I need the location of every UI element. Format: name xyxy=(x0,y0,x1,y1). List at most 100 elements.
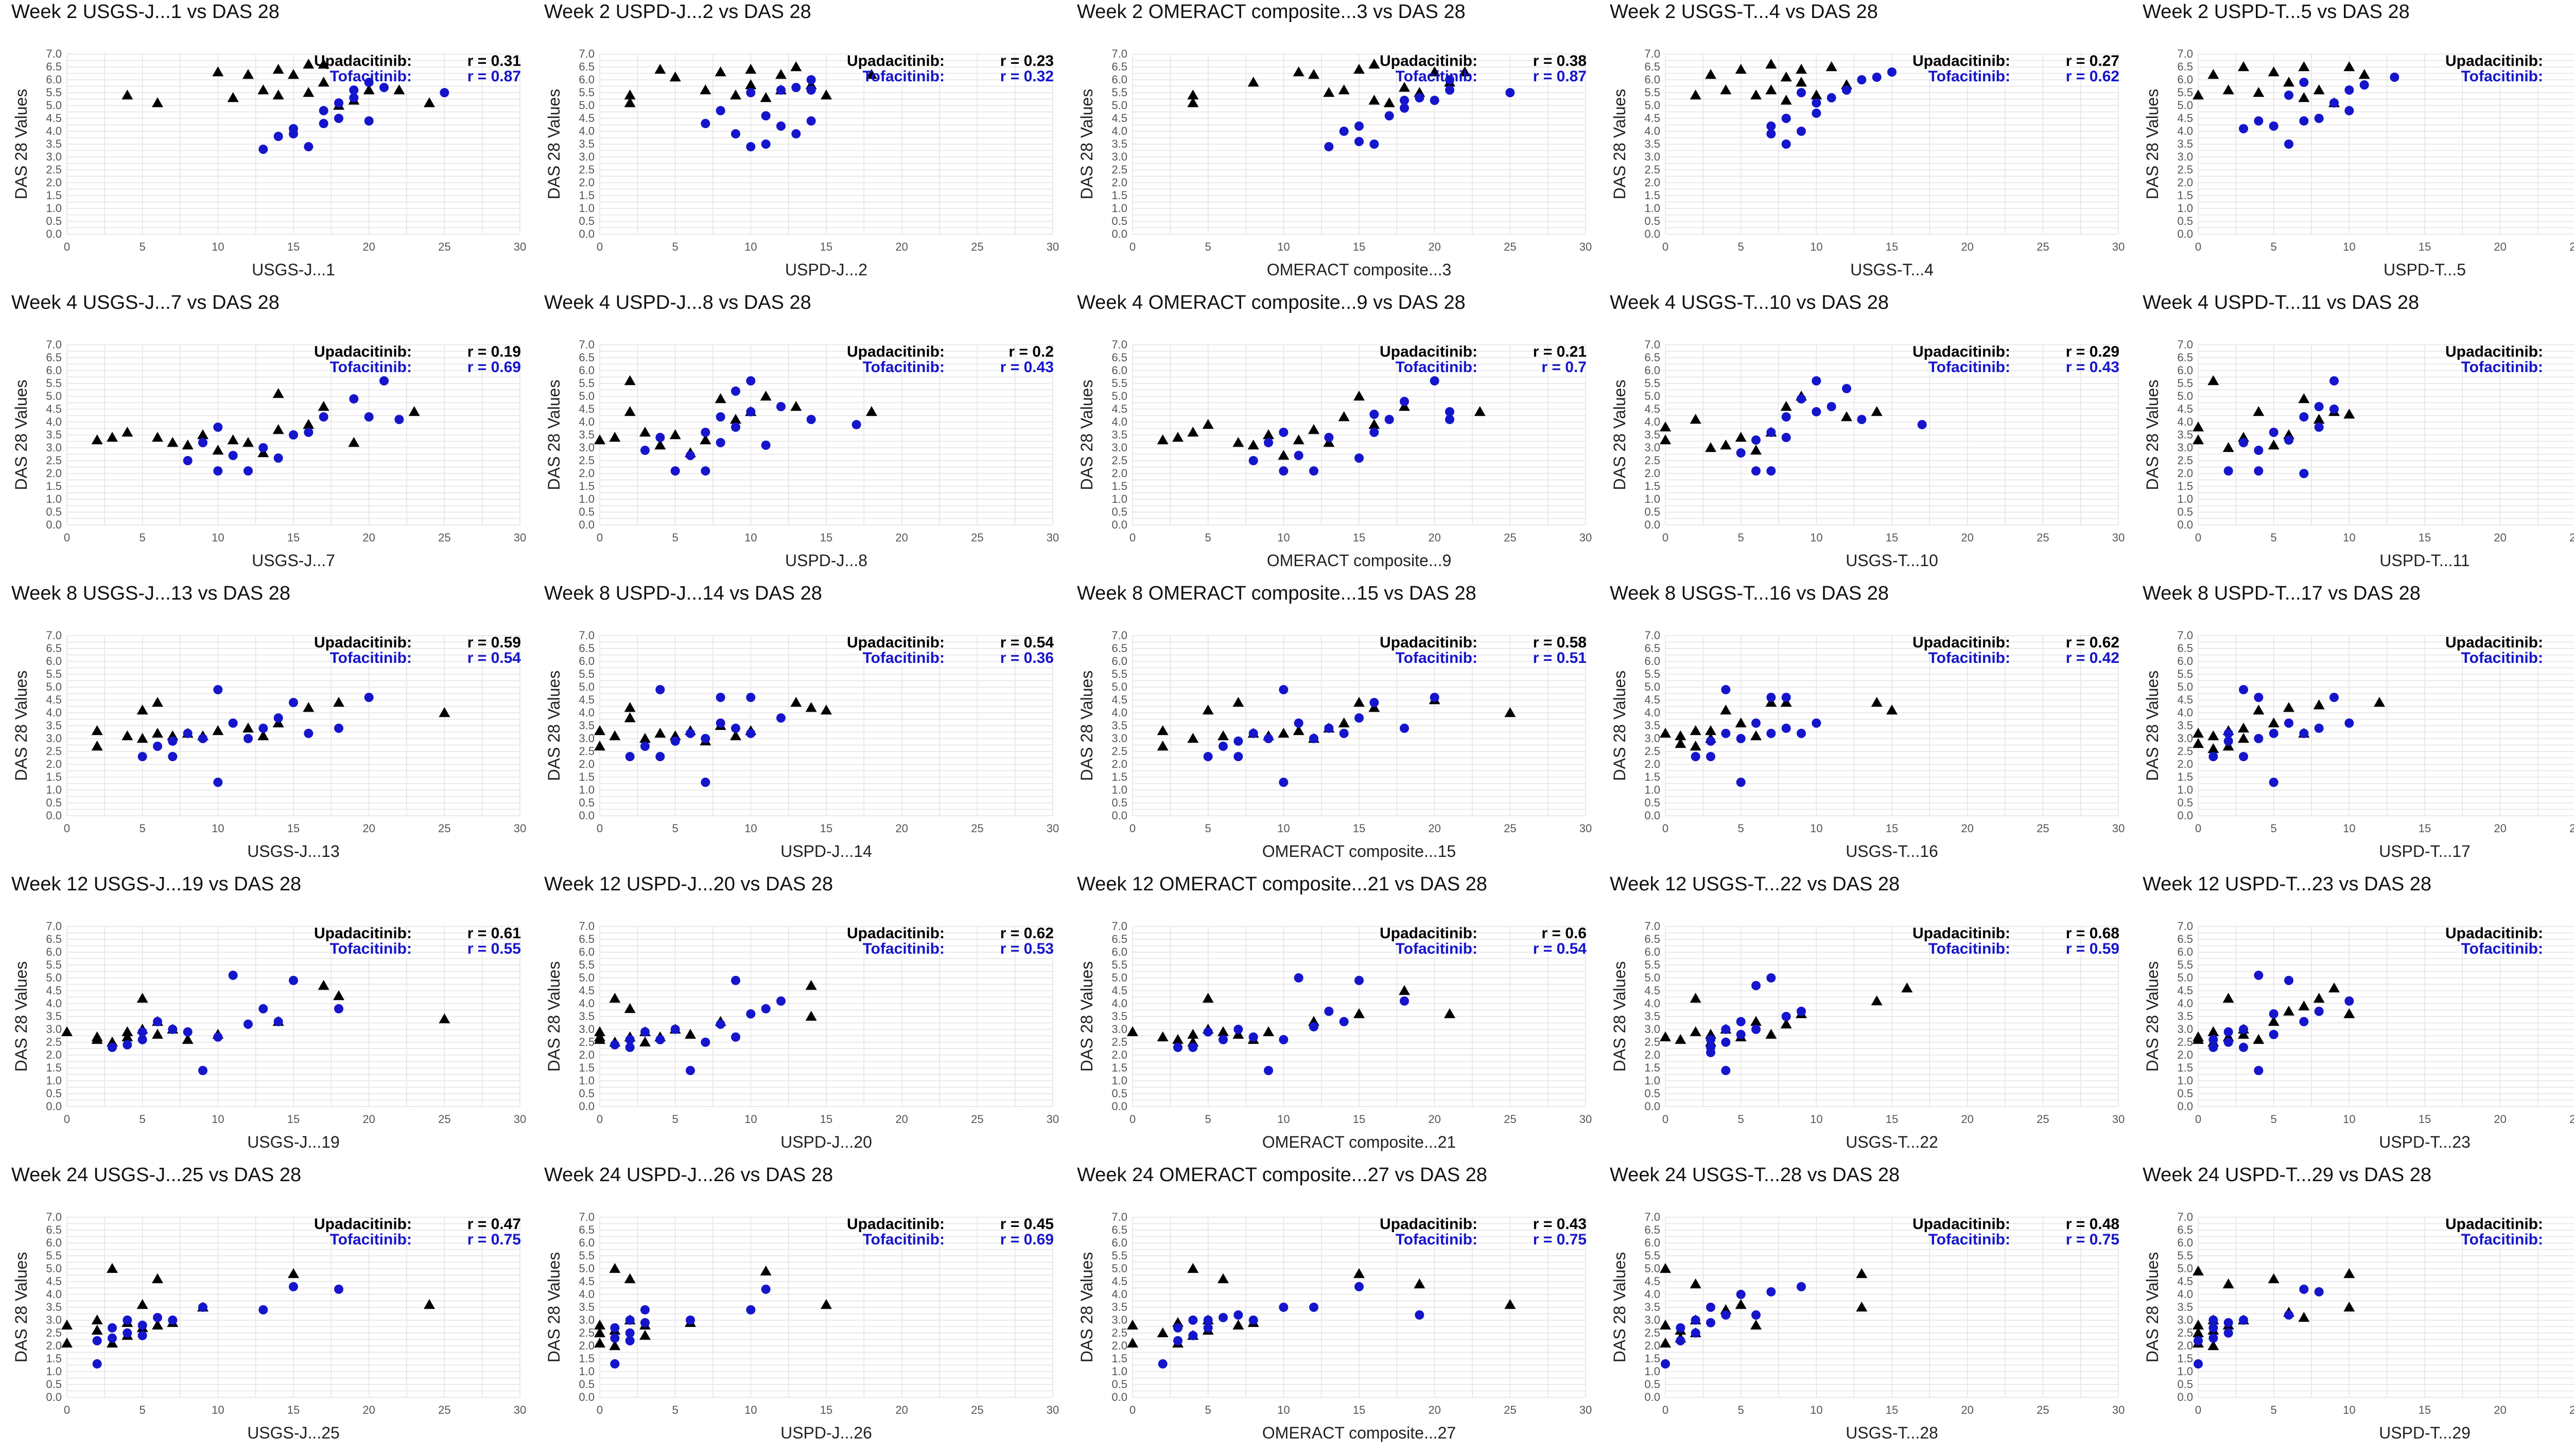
annotation-series-name: Tofacitinib: xyxy=(1928,1231,2010,1248)
tofacitinib-point xyxy=(2239,1315,2248,1325)
upadacitinib-point xyxy=(1247,440,1259,450)
x-tick-label: 10 xyxy=(1810,1113,1822,1126)
y-tick-label: 6.5 xyxy=(2177,933,2193,945)
x-tick-label: 0 xyxy=(2195,531,2201,544)
tofacitinib-point xyxy=(1203,1315,1213,1325)
upadacitinib-point xyxy=(121,730,133,741)
upadacitinib-point xyxy=(654,64,666,74)
y-tick-label: 6.0 xyxy=(2177,364,2193,377)
upadacitinib-point xyxy=(1735,717,1747,728)
tofacitinib-point xyxy=(2299,469,2309,478)
y-axis-label: DAS 28 Values xyxy=(1610,961,1629,1072)
tofacitinib-point xyxy=(1384,111,1394,120)
tofacitinib-point xyxy=(1706,1318,1715,1327)
y-tick-label: 0.0 xyxy=(1644,809,1660,822)
tofacitinib-point xyxy=(1339,729,1349,738)
tofacitinib-point xyxy=(304,142,314,151)
upadacitinib-point xyxy=(1750,445,1762,455)
tofacitinib-point xyxy=(2239,685,2248,694)
upadacitinib-point xyxy=(594,1034,605,1044)
y-tick-label: 1.5 xyxy=(46,1061,62,1074)
upadacitinib-point xyxy=(242,723,254,733)
annotation-r-value: r = 0.54 xyxy=(1000,634,1054,651)
upadacitinib-point xyxy=(790,697,802,707)
y-tick-label: 0.5 xyxy=(1111,215,1127,227)
tofacitinib-point xyxy=(1354,976,1364,985)
y-tick-label: 5.5 xyxy=(2177,668,2193,680)
upadacitinib-point xyxy=(212,66,224,77)
annotation-series-name: Upadacitinib: xyxy=(1912,343,2010,360)
x-tick-label: 30 xyxy=(1047,240,1059,253)
y-tick-label: 7.0 xyxy=(579,920,595,933)
annotation-series-name: Upadacitinib: xyxy=(1380,634,1477,651)
upadacitinib-point xyxy=(1202,705,1214,715)
tofacitinib-point xyxy=(1706,1048,1715,1057)
upadacitinib-point xyxy=(2343,1008,2355,1019)
x-tick-label: 10 xyxy=(212,1404,224,1416)
y-axis-label: DAS 28 Values xyxy=(2143,380,2162,490)
tofacitinib-point xyxy=(1781,412,1791,422)
x-tick-label: 5 xyxy=(672,822,679,835)
tofacitinib-point xyxy=(1721,1066,1731,1075)
tofacitinib-point xyxy=(1812,98,1821,108)
tofacitinib-point xyxy=(716,412,725,422)
tofacitinib-point xyxy=(273,453,283,463)
tofacitinib-point xyxy=(183,1027,193,1037)
x-tick-label: 25 xyxy=(1504,1404,1516,1416)
x-tick-label: 30 xyxy=(2112,531,2125,544)
y-tick-label: 3.5 xyxy=(2177,428,2193,441)
x-tick-label: 10 xyxy=(1277,822,1290,835)
y-tick-label: 0.5 xyxy=(579,1087,595,1100)
tofacitinib-point xyxy=(213,1032,223,1042)
chart-title: Week 12 USPD-J...20 vs DAS 28 xyxy=(544,873,833,895)
tofacitinib-point xyxy=(610,1334,620,1343)
annotation-series-name: Upadacitinib: xyxy=(1380,343,1477,360)
x-axis-label: USPD-T...11 xyxy=(2379,551,2469,570)
upadacitinib-point xyxy=(1202,993,1214,1003)
upadacitinib-point xyxy=(821,90,832,100)
annotation-series-name: Upadacitinib: xyxy=(2445,1216,2543,1233)
tofacitinib-point xyxy=(1721,1025,1731,1034)
x-tick-label: 15 xyxy=(1886,1404,1898,1416)
x-tick-label: 30 xyxy=(514,240,526,253)
y-axis-label: DAS 28 Values xyxy=(1610,380,1629,490)
tofacitinib-point xyxy=(2269,1009,2279,1019)
upadacitinib-point xyxy=(288,69,299,79)
y-tick-label: 7.0 xyxy=(579,338,595,351)
y-tick-label: 3.0 xyxy=(2177,732,2193,745)
y-tick-label: 0.5 xyxy=(1644,505,1660,518)
y-tick-label: 4.5 xyxy=(1111,693,1127,706)
tofacitinib-point xyxy=(1797,1282,1806,1291)
tofacitinib-point xyxy=(2208,1035,2218,1044)
chart-title: Week 4 USGS-T...10 vs DAS 28 xyxy=(1610,292,1889,313)
chart-panel: Week 24 USPD-T...29 vs DAS 28 0.0 0.5 1.0 1.… xyxy=(2131,1163,2574,1454)
y-tick-label: 6.0 xyxy=(1644,1236,1660,1249)
tofacitinib-point xyxy=(1188,1331,1198,1340)
y-tick-label: 5.5 xyxy=(579,958,595,971)
x-tick-label: 15 xyxy=(820,1113,832,1126)
y-tick-label: 7.0 xyxy=(1644,47,1660,60)
y-tick-label: 2.0 xyxy=(579,1048,595,1061)
y-tick-label: 2.0 xyxy=(1111,758,1127,770)
y-tick-label: 6.5 xyxy=(1644,642,1660,655)
upadacitinib-point xyxy=(1504,1299,1516,1309)
y-tick-label: 4.5 xyxy=(46,984,62,997)
x-tick-label: 0 xyxy=(1662,822,1668,835)
x-tick-label: 25 xyxy=(2569,1404,2574,1416)
x-tick-label: 0 xyxy=(2195,1113,2201,1126)
upadacitinib-point xyxy=(1720,705,1732,715)
annotation-series-name: Tofacitinib: xyxy=(863,650,945,666)
y-tick-label: 1.5 xyxy=(46,770,62,783)
chart-title: Week 12 USGS-J...19 vs DAS 28 xyxy=(11,873,302,895)
scatter-plot: 0.00.51.01.52.02.53.03.54.04.55.05.56.06… xyxy=(1077,47,1592,279)
x-tick-label: 0 xyxy=(597,822,603,835)
upadacitinib-point xyxy=(439,707,450,717)
tofacitinib-point xyxy=(716,718,725,728)
upadacitinib-point xyxy=(439,1013,450,1024)
chart-panel: Week 8 USPD-T...17 vs DAS 28 0.0 0.5 1.0 1.5… xyxy=(2131,582,2574,872)
upadacitinib-point xyxy=(1414,1278,1425,1289)
tofacitinib-point xyxy=(1751,981,1761,990)
annotation-series-name: Tofacitinib: xyxy=(330,650,412,666)
tofacitinib-point xyxy=(2208,752,2218,761)
y-tick-label: 4.5 xyxy=(1644,1275,1660,1288)
